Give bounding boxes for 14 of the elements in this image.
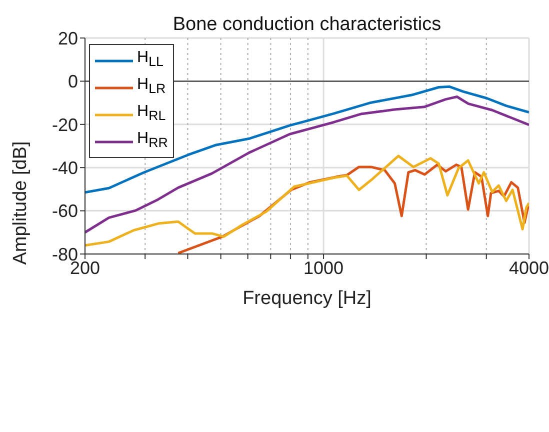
y-tick-label: -20 xyxy=(52,114,78,135)
legend-label: H$_{RL}$ xyxy=(137,103,166,125)
legend-label: H$_{RR}$ xyxy=(137,130,168,152)
x-axis-title: Frequency [Hz] xyxy=(242,288,372,309)
chart-title: Bone conduction characteristics xyxy=(172,14,442,35)
x-tick-label: 4000 xyxy=(508,258,549,278)
x-tick-label: 1000 xyxy=(304,258,344,278)
y-tick-label: 20 xyxy=(58,28,78,48)
y-tick-label: 0 xyxy=(68,72,78,92)
y-axis-title: Amplitude [dB] xyxy=(10,141,31,265)
y-tick-label: -60 xyxy=(52,201,78,222)
legend-label: H$_{LR}$ xyxy=(137,76,166,98)
legend-label: H$_{LL}$ xyxy=(137,49,164,71)
y-tick-label: -40 xyxy=(52,158,78,178)
